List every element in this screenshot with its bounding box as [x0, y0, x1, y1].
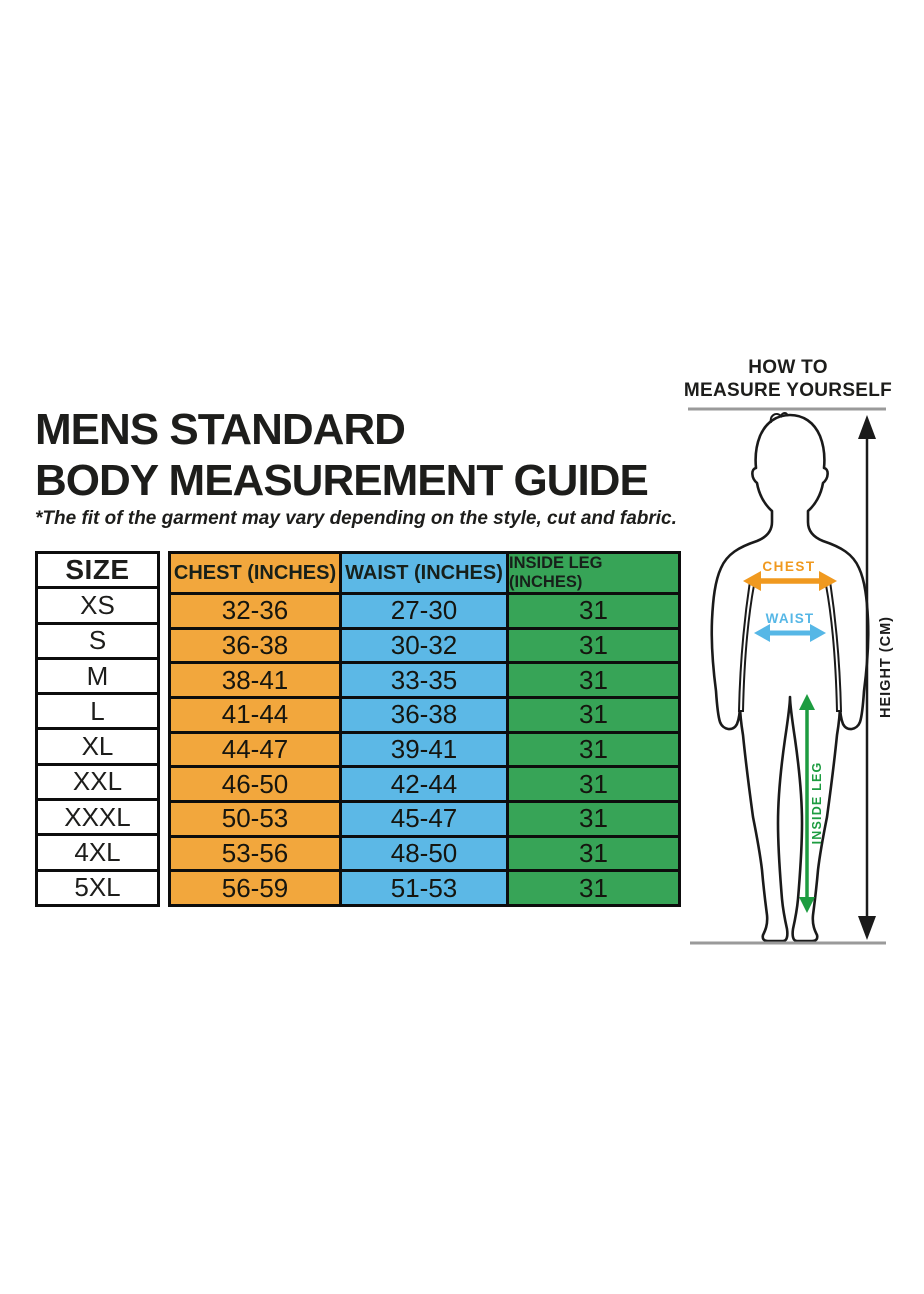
size-cell: XS: [38, 586, 157, 621]
page-title-line1: MENS STANDARD: [35, 405, 406, 454]
body-measurement-diagram: CHEST WAIST INSIDE LEG HEIGHT (CM): [688, 407, 894, 945]
waist-cell: 51-53: [342, 872, 506, 904]
waist-cell: 42-44: [342, 768, 506, 800]
chest-label: CHEST: [762, 559, 815, 574]
measure-heading-line2: MEASURE YOURSELF: [683, 380, 893, 401]
column-header-waist: WAIST (INCHES): [342, 554, 506, 592]
measure-heading-line1: HOW TO: [748, 357, 828, 378]
inside-leg-cell: 31: [509, 733, 678, 766]
chest-arrow: [743, 571, 837, 591]
measure-panel: HOW TO MEASURE YOURSELF CHEST WAIST: [680, 356, 896, 950]
measure-heading: HOW TO MEASURE YOURSELF: [680, 356, 896, 402]
chest-cell: 38-41: [171, 664, 339, 696]
size-cell: S: [38, 621, 157, 657]
inside-leg-cell: 31: [509, 629, 678, 662]
chest-cell: 56-59: [171, 872, 339, 904]
waist-cell: 39-41: [342, 733, 506, 766]
height-label: HEIGHT (CM): [878, 616, 894, 718]
waist-cell: 30-32: [342, 629, 506, 662]
waist-arrow: [754, 624, 826, 642]
inside-leg-cell: 31: [509, 872, 678, 904]
measurement-grid: CHEST (INCHES) WAIST (INCHES) INSIDE LEG…: [168, 551, 681, 907]
waist-cell: 36-38: [342, 698, 506, 731]
waist-cell: 45-47: [342, 802, 506, 835]
inside-leg-cell: 31: [509, 802, 678, 835]
waist-cell: 48-50: [342, 837, 506, 870]
chest-cell: 53-56: [171, 837, 339, 870]
right-arm-gap: [824, 578, 843, 712]
chest-cell: 50-53: [171, 802, 339, 835]
inside-leg-label: INSIDE LEG: [810, 762, 824, 845]
disclaimer-note: *The fit of the garment may vary dependi…: [35, 508, 677, 529]
size-cell: XL: [38, 727, 157, 762]
chest-cell: 44-47: [171, 733, 339, 766]
inside-leg-cell: 31: [509, 664, 678, 696]
inside-leg-arrow: [799, 694, 815, 913]
height-arrow: [858, 415, 876, 940]
inside-leg-cell: 31: [509, 768, 678, 800]
waist-cell: 27-30: [342, 595, 506, 627]
inside-leg-cell: 31: [509, 595, 678, 627]
page-title: MENS STANDARD BODY MEASUREMENT GUIDE: [35, 404, 649, 506]
size-table: SIZE XS S M L XL XXL XXXL 4XL 5XL CHEST (INCHES)…: [35, 551, 681, 907]
size-cell: L: [38, 692, 157, 727]
size-cell: M: [38, 656, 157, 692]
inside-leg-cell: 31: [509, 698, 678, 731]
chest-cell: 46-50: [171, 768, 339, 800]
chest-cell: 41-44: [171, 698, 339, 731]
waist-label: WAIST: [766, 611, 815, 626]
size-column: SIZE XS S M L XL XXL XXXL 4XL 5XL: [35, 551, 160, 907]
page-title-line2: BODY MEASUREMENT GUIDE: [35, 456, 649, 505]
hair-tuft: [769, 412, 789, 424]
waist-cell: 33-35: [342, 664, 506, 696]
column-header-chest: CHEST (INCHES): [171, 554, 339, 592]
column-header-inside-leg: INSIDE LEG (INCHES): [509, 554, 678, 592]
size-cell: XXL: [38, 762, 157, 798]
inside-leg-cell: 31: [509, 837, 678, 870]
size-cell: 5XL: [38, 868, 157, 904]
left-arm-gap: [737, 578, 756, 712]
body-silhouette: [710, 413, 870, 943]
chest-cell: 36-38: [171, 629, 339, 662]
column-header-size: SIZE: [65, 554, 130, 586]
size-cell: XXXL: [38, 798, 157, 833]
chest-cell: 32-36: [171, 595, 339, 627]
size-cell: 4XL: [38, 833, 157, 868]
